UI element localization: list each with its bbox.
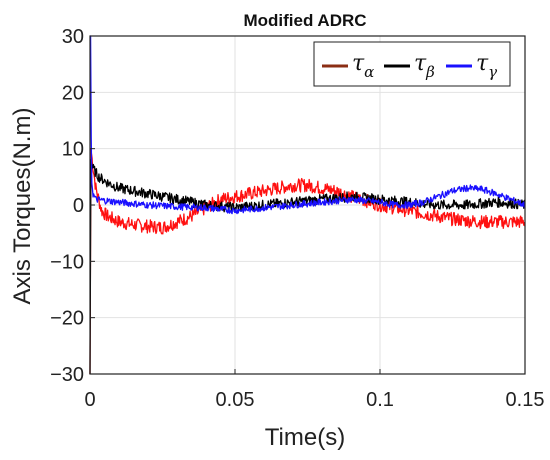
y-tick-label: 30 — [62, 26, 84, 48]
x-axis-label: Time(s) — [265, 424, 345, 451]
x-tick-label: 0 — [84, 389, 95, 411]
legend: τα τβ τγ — [313, 41, 511, 87]
x-axis: 0 0.05 0.1 0.15 — [84, 369, 544, 411]
y-tick-label: 20 — [62, 82, 84, 104]
y-tick-label: 0 — [73, 195, 84, 217]
y-tick-label: 10 — [62, 139, 84, 161]
chart-title: Modified ADRC — [243, 11, 366, 30]
x-tick-label: 0.05 — [216, 389, 255, 411]
series-line-1 — [89, 148, 526, 375]
y-tick-label: −30 — [50, 364, 84, 386]
y-axis-label: Axis Torques(N.m) — [9, 108, 36, 305]
legend-box — [313, 41, 511, 87]
series-line-2 — [89, 159, 526, 375]
series-line-3 — [89, 35, 526, 215]
x-tick-label: 0.15 — [506, 389, 545, 411]
series-layer — [89, 35, 526, 375]
y-tick-label: −10 — [50, 251, 84, 273]
y-axis: −30 −20 −10 0 10 20 30 — [50, 26, 95, 386]
y-tick-label: −20 — [50, 308, 84, 330]
x-tick-label: 0.1 — [366, 389, 394, 411]
